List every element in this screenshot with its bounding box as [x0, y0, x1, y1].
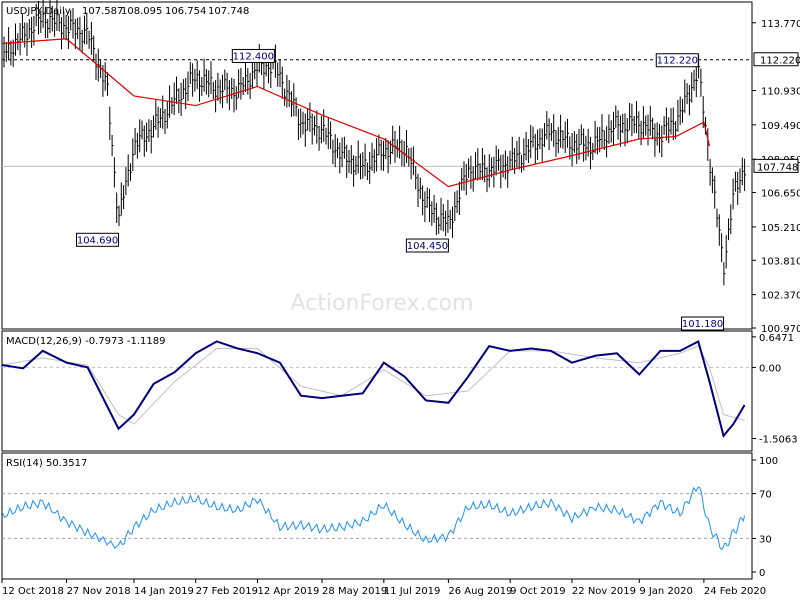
annotation-label: 104.690 [77, 235, 118, 246]
moving-average-line [1, 38, 711, 188]
current-price-tag [753, 158, 799, 173]
price-panel-frame [1, 1, 753, 330]
rsi-ytick-label: 100 [759, 456, 778, 467]
annotation-label: 112.220 [657, 56, 698, 67]
current-price-label: 107.748 [757, 162, 798, 173]
ohlc-high: 108.095 [121, 6, 162, 17]
macd-ytick-label: 0.6471 [759, 333, 794, 344]
x-tick-label: 12 Oct 2018 [2, 586, 64, 597]
annotation-box [231, 48, 275, 63]
macd-panel-frame [1, 330, 753, 452]
resistance-price-label: 112.220 [760, 56, 800, 67]
x-tick-label: 12 Apr 2019 [257, 586, 319, 597]
annotation-box [655, 53, 699, 68]
rsi-line [1, 486, 746, 551]
rsi-ytick-label: 70 [759, 490, 772, 501]
annotation-label: 104.450 [407, 241, 448, 252]
annotation-box [681, 316, 725, 331]
ohlc-open: 107.587 [82, 6, 123, 17]
macd-panel-title: MACD(12,26,9) -0.7973 -1.1189 [6, 336, 166, 347]
price-ytick-label: 100.970 [761, 324, 800, 335]
annotation-box [76, 232, 120, 247]
x-tick-label: 26 Aug 2019 [448, 586, 512, 597]
rsi-ytick-label: 30 [759, 534, 772, 545]
rsi-panel-title: RSI(14) 50.3517 [6, 458, 87, 469]
annotation-box [405, 238, 449, 253]
x-tick-label: 24 Feb 2020 [704, 586, 766, 597]
x-tick-label: 9 Jan 2020 [639, 586, 693, 597]
watermark: ActionForex.com [291, 291, 474, 316]
x-tick-label: 11 Jul 2019 [384, 586, 441, 597]
price-ytick-label: 102.370 [761, 291, 800, 302]
x-tick-label: 27 Nov 2018 [67, 586, 131, 597]
rsi-ytick-label: 0 [759, 568, 765, 579]
price-ytick-label: 109.490 [761, 121, 800, 132]
x-tick-label: 28 May 2019 [322, 586, 387, 597]
ohlc-low: 106.754 [165, 6, 206, 17]
resistance-price-tag [753, 52, 799, 67]
ohlc-close: 107.748 [208, 6, 249, 17]
price-ytick-label: 105.210 [761, 223, 800, 234]
x-tick-label: 27 Feb 2019 [196, 586, 258, 597]
macd-signal-line [1, 345, 745, 425]
x-tick-label: 22 Nov 2019 [572, 586, 636, 597]
macd-line [1, 339, 746, 438]
annotation-label: 112.400 [233, 51, 274, 62]
price-ytick-label: 106.650 [761, 189, 800, 200]
macd-ytick-label: 0.00 [759, 363, 781, 374]
x-tick-label: 9 Oct 2019 [510, 586, 565, 597]
annotation-label: 101.180 [682, 319, 723, 330]
price-ytick-label: 110.930 [761, 87, 800, 98]
x-tick-label: 14 Jan 2019 [134, 586, 194, 597]
price-ytick-label: 103.810 [761, 256, 800, 267]
price-ytick-label: 113.770 [761, 19, 800, 30]
rsi-panel-frame [1, 452, 753, 580]
macd-ytick-label: -1.5063 [759, 434, 798, 445]
